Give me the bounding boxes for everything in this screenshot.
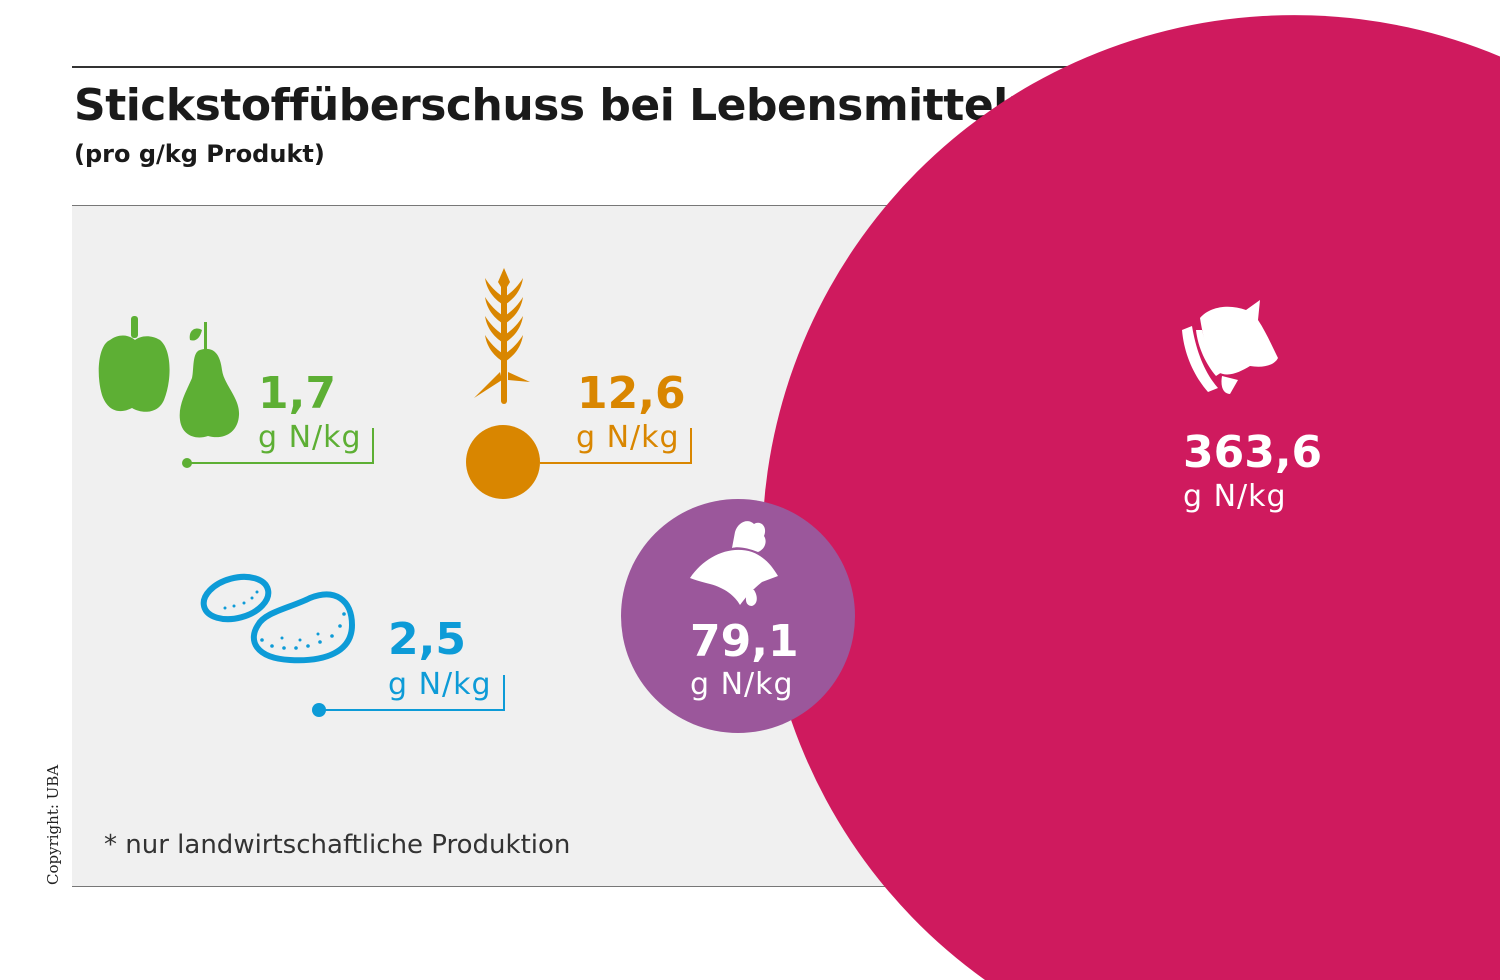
wheat-icon xyxy=(474,268,530,404)
unit-poultry: g N/kg xyxy=(690,667,794,702)
chart-subtitle: (pro g/kg Produkt) xyxy=(74,140,325,168)
unit-potatoes: g N/kg xyxy=(388,667,492,702)
leader-potatoes xyxy=(319,675,505,711)
unit-vegetables: g N/kg xyxy=(258,420,362,455)
bubble-beef xyxy=(762,15,1500,980)
value-vegetables: 1,7 xyxy=(258,368,336,419)
value-potatoes: 2,5 xyxy=(388,614,466,665)
top-rule xyxy=(72,66,1072,68)
leader-grain xyxy=(540,428,692,464)
potato-icon xyxy=(200,573,356,664)
unit-beef: g N/kg xyxy=(1183,479,1287,514)
value-grain: 12,6 xyxy=(577,368,686,419)
value-poultry: 79,1 xyxy=(690,616,799,667)
chicken-icon xyxy=(690,521,778,606)
pear-icon xyxy=(179,322,240,438)
bubble-grain xyxy=(466,425,540,499)
leader-vegetables xyxy=(187,428,374,464)
footnote: * nur landwirtschaftliche Produktion xyxy=(104,830,571,860)
pepper-icon xyxy=(98,316,170,412)
unit-grain: g N/kg xyxy=(576,420,680,455)
bubble-poultry xyxy=(621,499,855,733)
value-beef: 363,6 xyxy=(1183,427,1323,478)
chart-title: Stickstoffüberschuss bei Lebensmitteln* xyxy=(74,80,1062,131)
potato-spots xyxy=(223,590,346,650)
cow-icon xyxy=(1182,300,1278,394)
